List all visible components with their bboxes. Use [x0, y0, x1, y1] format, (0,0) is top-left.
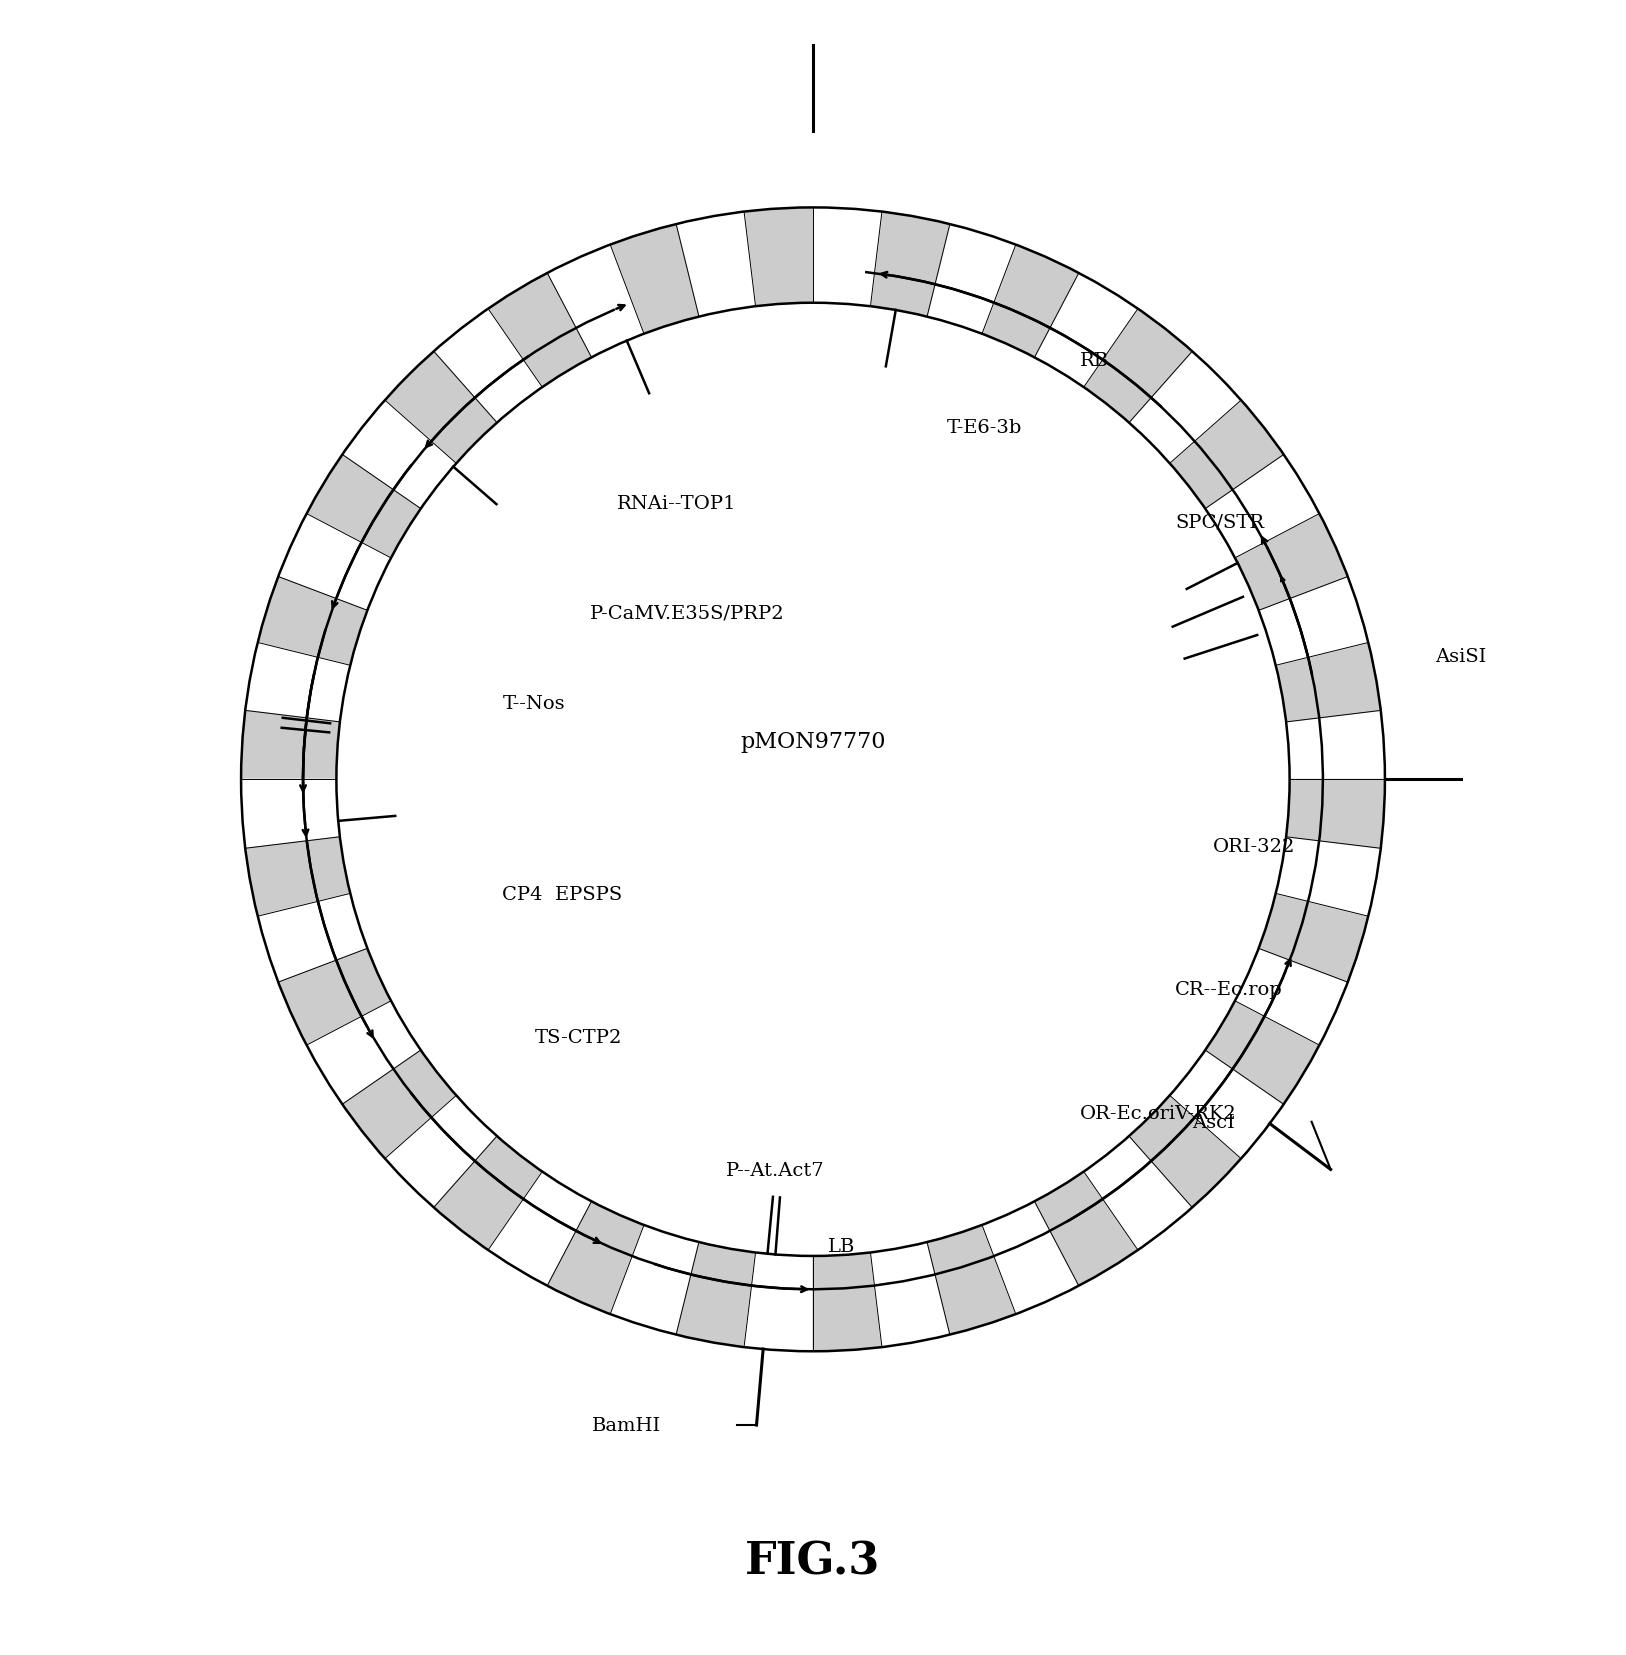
- Polygon shape: [1169, 1051, 1283, 1158]
- Polygon shape: [343, 1051, 457, 1158]
- Text: RNAi--TOP1: RNAi--TOP1: [618, 495, 737, 513]
- Polygon shape: [385, 1096, 498, 1208]
- Text: CP4  EPSPS: CP4 EPSPS: [502, 885, 623, 904]
- Polygon shape: [434, 309, 541, 424]
- Polygon shape: [676, 1243, 756, 1347]
- Polygon shape: [1128, 1096, 1241, 1208]
- Polygon shape: [241, 712, 340, 780]
- Polygon shape: [246, 644, 350, 723]
- Polygon shape: [982, 1202, 1078, 1314]
- Polygon shape: [1128, 353, 1241, 463]
- Polygon shape: [307, 455, 421, 558]
- Polygon shape: [745, 209, 813, 308]
- Polygon shape: [1085, 309, 1192, 424]
- Polygon shape: [1259, 894, 1369, 983]
- Polygon shape: [241, 780, 340, 849]
- Polygon shape: [745, 1253, 813, 1352]
- Text: P-CaMV.E35S/PRP2: P-CaMV.E35S/PRP2: [590, 604, 784, 622]
- Polygon shape: [488, 273, 592, 387]
- Text: ORI-322: ORI-322: [1213, 837, 1296, 856]
- Polygon shape: [1169, 401, 1283, 510]
- Polygon shape: [1276, 837, 1380, 917]
- Text: OR-Ec.oriV-RK2: OR-Ec.oriV-RK2: [1080, 1104, 1237, 1122]
- Text: AscI: AscI: [1192, 1114, 1236, 1130]
- Polygon shape: [927, 1225, 1016, 1336]
- Polygon shape: [813, 1253, 881, 1352]
- Polygon shape: [1205, 1001, 1319, 1104]
- Text: RB: RB: [1080, 353, 1109, 369]
- Text: LB: LB: [828, 1238, 855, 1254]
- Polygon shape: [257, 894, 367, 983]
- Polygon shape: [385, 353, 498, 463]
- Polygon shape: [343, 401, 457, 510]
- Polygon shape: [1034, 1172, 1138, 1286]
- Text: pMON97770: pMON97770: [740, 732, 886, 753]
- Polygon shape: [488, 1172, 592, 1286]
- Text: SPC/STR: SPC/STR: [1176, 513, 1265, 531]
- Polygon shape: [1259, 578, 1369, 665]
- Polygon shape: [610, 1225, 699, 1336]
- Polygon shape: [1276, 644, 1380, 723]
- Polygon shape: [1034, 273, 1138, 387]
- Text: AsiSI: AsiSI: [1436, 647, 1486, 665]
- Polygon shape: [548, 1202, 644, 1314]
- Polygon shape: [927, 225, 1016, 334]
- Polygon shape: [246, 837, 350, 917]
- Polygon shape: [278, 948, 390, 1046]
- Polygon shape: [870, 1243, 950, 1347]
- Text: TS-CTP2: TS-CTP2: [535, 1028, 623, 1046]
- Text: CR--Ec.rop: CR--Ec.rop: [1176, 980, 1283, 998]
- Polygon shape: [813, 209, 881, 308]
- Text: P--At.Act7: P--At.Act7: [725, 1162, 824, 1180]
- Polygon shape: [257, 578, 367, 665]
- Polygon shape: [982, 245, 1078, 357]
- Polygon shape: [1085, 1137, 1192, 1250]
- Polygon shape: [870, 212, 950, 318]
- Polygon shape: [548, 245, 644, 357]
- Polygon shape: [1286, 712, 1385, 780]
- Polygon shape: [676, 212, 756, 318]
- Text: T-E6-3b: T-E6-3b: [946, 419, 1021, 437]
- Polygon shape: [1236, 948, 1348, 1046]
- Text: BamHI: BamHI: [592, 1417, 662, 1435]
- Polygon shape: [434, 1137, 541, 1250]
- Polygon shape: [1286, 780, 1385, 849]
- Polygon shape: [1205, 455, 1319, 558]
- Polygon shape: [610, 225, 699, 334]
- Text: FIG.3: FIG.3: [745, 1539, 881, 1582]
- Polygon shape: [307, 1001, 421, 1104]
- Polygon shape: [278, 515, 390, 611]
- Text: T--Nos: T--Nos: [502, 695, 566, 713]
- Polygon shape: [1236, 515, 1348, 611]
